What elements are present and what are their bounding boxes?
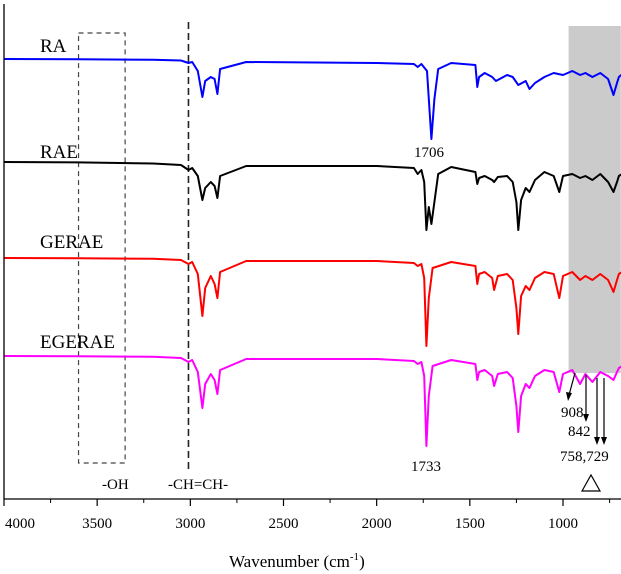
series-line-rae [3,161,621,231]
series-line-gerae [3,257,621,347]
x-axis-ticks: 4000 3500 3000 2500 2000 1500 1000 [3,499,611,532]
oh-label: -OH [102,477,129,493]
arrowhead-729 [601,437,607,445]
peak-label-1733: 1733 [411,459,441,475]
x-tick-label-1000: 1000 [548,516,578,532]
series-label-gerae: GERAE [40,232,103,253]
shaded-band [568,26,621,373]
arrowhead-908 [566,392,572,401]
oh-region-box [77,32,126,464]
series-label-egerae: EGERAE [40,332,115,353]
plot-frame [3,4,621,500]
x-tick-label-4000: 4000 [5,516,35,532]
peak-arrows [566,372,607,445]
triangle-marker [580,473,602,492]
series-line-egerae [3,355,621,447]
series-label-rae: RAE [40,142,78,163]
x-tick-label-3500: 3500 [82,516,112,532]
arrow-908 [568,372,576,396]
x-tick-label-2000: 2000 [362,516,392,532]
series-group [3,58,621,447]
x-tick-label-1500: 1500 [455,516,485,532]
x-axis-title: Wavenumber (cm-1) [229,551,365,571]
arrowhead-842 [583,414,589,422]
arrowhead-758 [594,437,600,445]
peak-label-842: 842 [568,424,591,440]
peak-label-908: 908 [561,405,584,421]
ch-ch-label: -CH=CH- [168,477,228,493]
series-line-ra [3,58,621,140]
peak-label-758-729: 758,729 [560,449,609,465]
x-tick-label-2500: 2500 [269,516,299,532]
series-label-ra: RA [40,36,67,57]
x-tick-label-3000: 3000 [175,516,205,532]
peak-label-1706: 1706 [414,145,445,161]
